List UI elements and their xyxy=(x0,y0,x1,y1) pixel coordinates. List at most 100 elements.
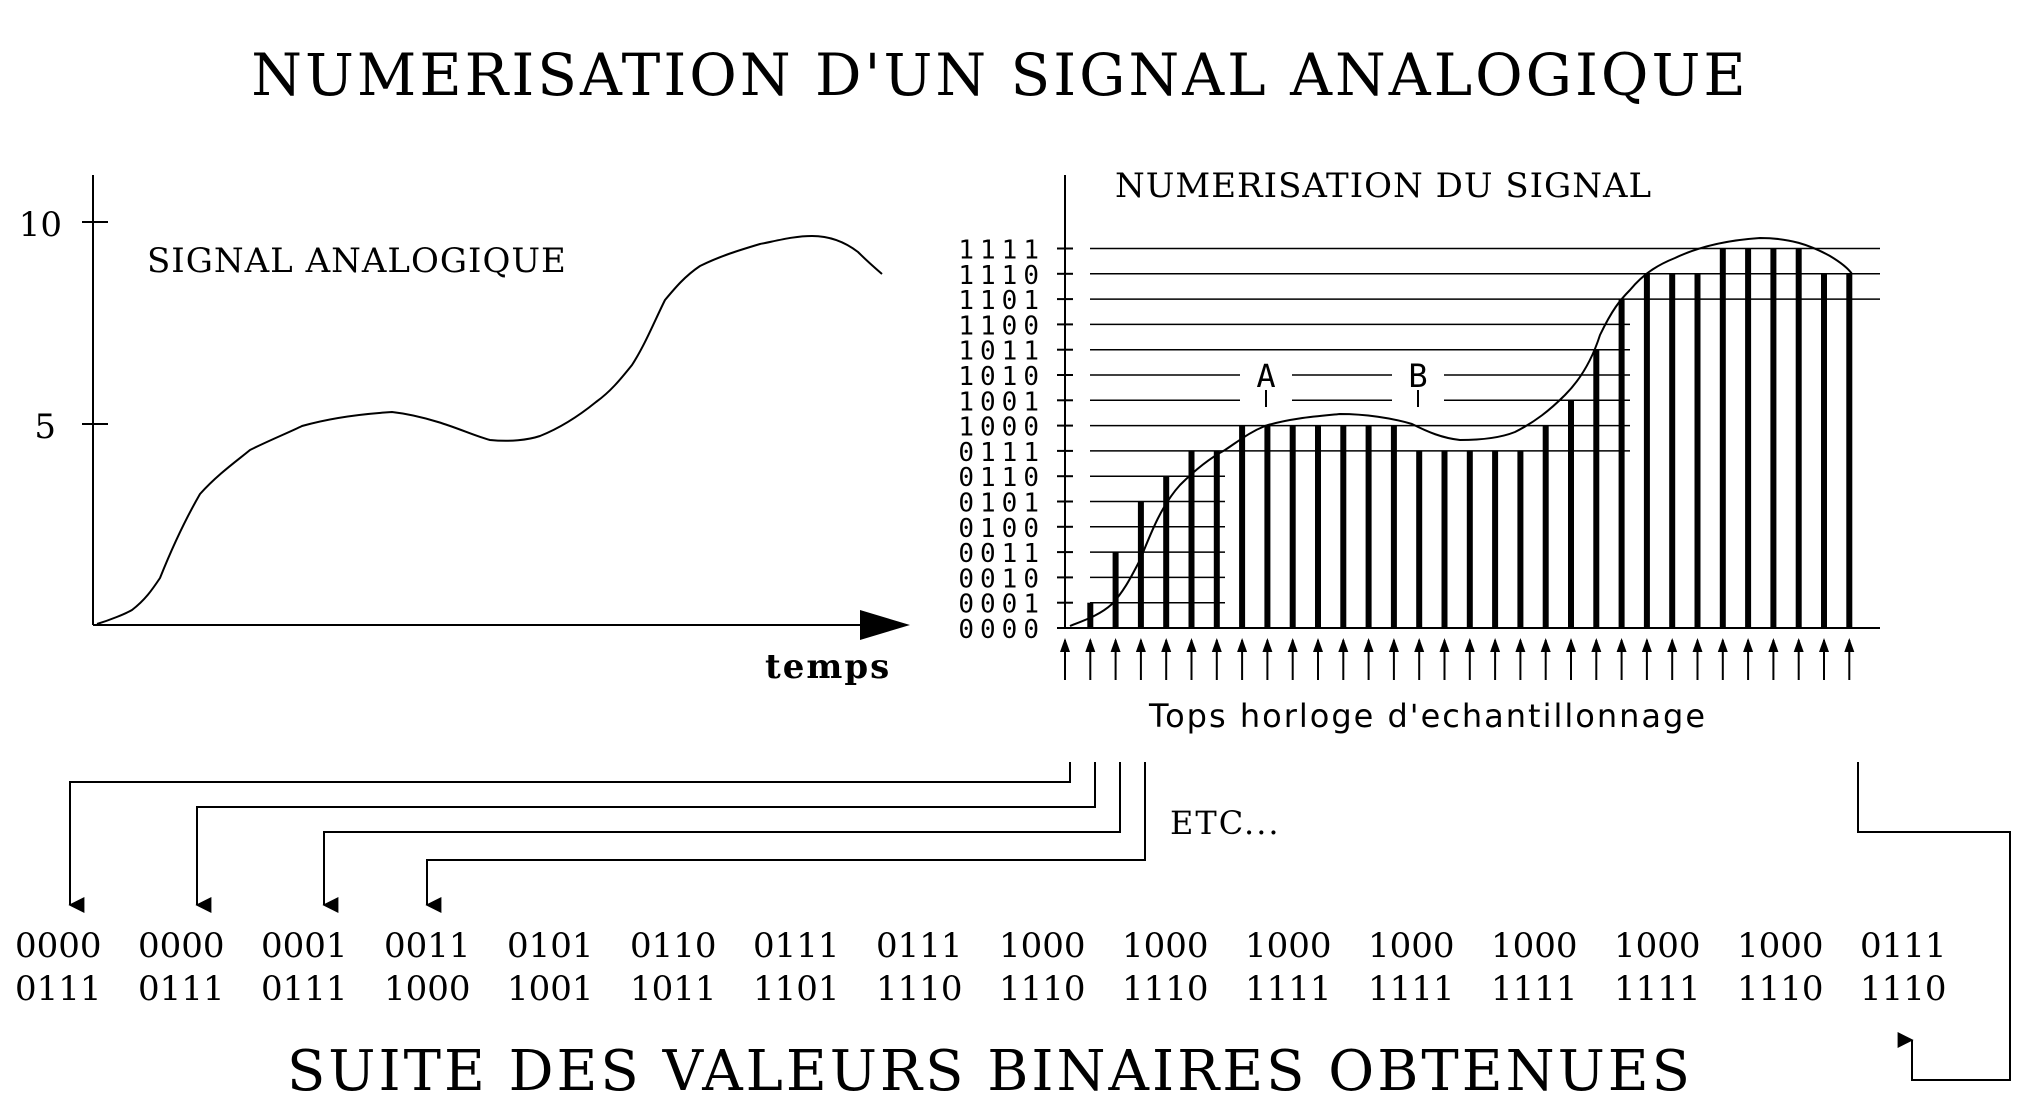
binary-value: 1000 xyxy=(999,926,1086,966)
clock-arrow-up-icon xyxy=(1161,638,1172,652)
clock-arrow-up-icon xyxy=(1211,638,1222,652)
level-label: 0010 xyxy=(958,564,1045,594)
binary-value: 1111 xyxy=(1491,969,1578,1009)
binary-value: 0110 xyxy=(630,926,717,966)
sample-bar xyxy=(1390,425,1397,628)
clock-arrow-up-icon xyxy=(1262,638,1273,652)
analog-signal-panel: 10 5 SIGNAL ANALOGIQUE temps xyxy=(19,175,910,687)
clock-arrow-up-icon xyxy=(1439,638,1450,652)
level-label: 0110 xyxy=(958,463,1045,493)
clock-ticks-label: Tops horloge d'echantillonnage xyxy=(1148,697,1707,735)
level-label: 1111 xyxy=(958,236,1045,266)
etc-label: ETC... xyxy=(1170,804,1281,842)
level-label: 0100 xyxy=(958,514,1045,544)
binary-value: 1000 xyxy=(1491,926,1578,966)
marker-a-label: A xyxy=(1256,357,1275,395)
level-label: 1011 xyxy=(958,337,1045,367)
binary-value: 1110 xyxy=(1737,969,1824,1009)
binary-value: 1111 xyxy=(1368,969,1455,1009)
clock-arrow-up-icon xyxy=(1414,638,1425,652)
clock-arrow-up-icon xyxy=(1186,638,1197,652)
level-label: 1010 xyxy=(958,362,1045,392)
binary-value: 0101 xyxy=(507,926,594,966)
clock-arrow-up-icon xyxy=(1566,638,1576,652)
level-label: 0000 xyxy=(958,615,1045,645)
binary-value: 0111 xyxy=(1860,926,1947,966)
sample-bar xyxy=(1770,248,1777,628)
digitization-label: NUMERISATION DU SIGNAL xyxy=(1115,166,1652,206)
sample-bar xyxy=(1618,299,1625,628)
sample-bar xyxy=(1694,273,1701,628)
sample-bar xyxy=(1568,400,1574,628)
binary-value: 1000 xyxy=(1737,926,1824,966)
clock-arrow-up-icon xyxy=(1060,638,1070,652)
clock-arrow-up-icon xyxy=(1591,638,1602,652)
x-axis-arrow-icon xyxy=(860,610,910,640)
binary-value: 1000 xyxy=(384,969,471,1009)
binary-value: 0111 xyxy=(15,969,102,1009)
clock-arrow-up-icon xyxy=(1237,638,1248,652)
sample-bar xyxy=(1137,501,1144,628)
marker-a: A xyxy=(1256,357,1276,407)
sample-bar xyxy=(1719,248,1726,628)
binary-value: 0001 xyxy=(261,926,348,966)
binary-value: 1110 xyxy=(1860,969,1947,1009)
level-label: 1001 xyxy=(958,387,1045,417)
sample-bar xyxy=(1593,349,1600,628)
clock-arrow-up-icon xyxy=(1641,638,1652,652)
level-label: 1110 xyxy=(958,261,1045,291)
binary-value: 1111 xyxy=(1614,969,1701,1009)
clock-arrow-up-icon xyxy=(1515,638,1526,652)
sample-bar xyxy=(1643,273,1650,628)
marker-b-label: B xyxy=(1408,357,1427,395)
level-label: 0101 xyxy=(958,489,1045,519)
binary-value: 1111 xyxy=(1245,969,1332,1009)
sample-bar xyxy=(1542,425,1549,628)
quantization-level-labels: 0000000100100011010001010110011110001001… xyxy=(958,236,1073,645)
binary-value: 0000 xyxy=(138,926,225,966)
sample-bar xyxy=(1163,476,1170,628)
sample-bar xyxy=(1239,425,1246,628)
binary-value: 0011 xyxy=(384,926,471,966)
sample-bar xyxy=(1669,273,1676,628)
sample-bar xyxy=(1846,273,1853,628)
sample-bar xyxy=(1416,450,1423,628)
binary-values-row-1: 0000 0000 0001 0011 0101 0110 0111 0111 1000 1000… xyxy=(15,926,1947,966)
binary-value: 1000 xyxy=(1122,926,1209,966)
level-label: 1100 xyxy=(958,311,1045,341)
clock-arrow-up-icon xyxy=(1363,638,1374,652)
sample-bar xyxy=(1517,450,1524,628)
connector-arrow-1 xyxy=(68,762,1071,913)
page-title: NUMERISATION D'UN SIGNAL ANALOGIQUE xyxy=(251,41,1748,109)
clock-arrow-up-icon xyxy=(1287,638,1298,652)
clock-arrow-up-icon xyxy=(1135,638,1146,652)
clock-arrow-up-icon xyxy=(1717,638,1728,652)
sample-bar xyxy=(1492,450,1499,628)
binary-value: 1011 xyxy=(630,969,717,1009)
binary-value: 0111 xyxy=(138,969,225,1009)
binary-value: 1110 xyxy=(999,969,1086,1009)
connector-arrow-3 xyxy=(322,762,1121,913)
sample-bar xyxy=(1466,450,1473,628)
binary-value: 0111 xyxy=(261,969,348,1009)
level-label: 0011 xyxy=(958,539,1045,569)
clock-arrow-up-icon xyxy=(1667,638,1678,652)
clock-arrow-up-icon xyxy=(1085,638,1096,652)
sample-bar xyxy=(1745,248,1752,628)
binary-value: 1110 xyxy=(876,969,963,1009)
quantization-level-lines xyxy=(1090,247,1880,604)
sample-bar xyxy=(1340,425,1347,628)
clock-arrow-up-icon xyxy=(1338,638,1349,652)
sample-bar xyxy=(1315,425,1321,628)
sample-bar xyxy=(1213,450,1220,628)
clock-arrow-up-icon xyxy=(1743,638,1754,652)
sample-bar xyxy=(1289,425,1296,628)
analog-signal-label: SIGNAL ANALOGIQUE xyxy=(147,241,567,281)
binary-value: 0000 xyxy=(15,926,102,966)
clock-arrow-up-icon xyxy=(1692,638,1703,652)
level-label: 0111 xyxy=(958,438,1045,468)
binary-value: 1110 xyxy=(1122,969,1209,1009)
binary-values-row-2: 0111 0111 0111 1000 1001 1011 1101 1110 1110 1110… xyxy=(15,969,1947,1009)
level-label: 1101 xyxy=(958,286,1045,316)
level-label: 1000 xyxy=(958,413,1045,443)
